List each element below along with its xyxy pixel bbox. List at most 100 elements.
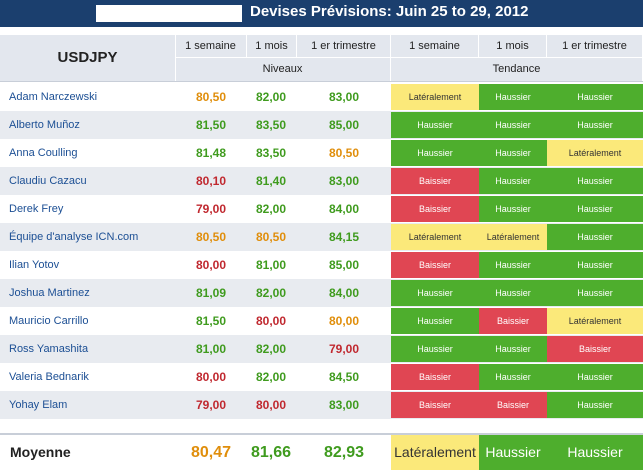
trend-cell: Baissier	[391, 364, 479, 390]
analyst-name[interactable]: Anna Coulling	[9, 147, 78, 159]
analyst-name[interactable]: Ilian Yotov	[9, 259, 60, 271]
trend-cell: Haussier	[479, 252, 547, 278]
table-row: Équipe d'analyse ICN.com 80,50 80,50 84,15 L…	[0, 223, 643, 251]
column-header-levels-week: 1 semaine	[175, 35, 247, 58]
trend-cell: Haussier	[547, 196, 643, 222]
analyst-name[interactable]: Yohay Elam	[9, 399, 68, 411]
level-value: 80,50	[195, 90, 227, 104]
trend-cell: Baissier	[391, 196, 479, 222]
table-row: Joshua Martinez 81,09 82,00 84,00 Haussier Ha…	[0, 279, 643, 307]
trend-cell: Baissier	[479, 308, 547, 334]
level-value: 81,09	[195, 286, 227, 300]
level-value: 80,50	[195, 230, 227, 244]
level-value: 80,00	[195, 370, 227, 384]
analyst-name[interactable]: Joshua Martinez	[9, 287, 90, 299]
trend-cell: Haussier	[547, 252, 643, 278]
level-value: 80,00	[328, 314, 360, 328]
table-row: Derek Frey 79,00 82,00 84,00 Baissier Haussie…	[0, 195, 643, 223]
average-label: Moyenne	[10, 444, 71, 460]
analyst-name[interactable]: Claudiu Cazacu	[9, 175, 87, 187]
analyst-name[interactable]: Valeria Bednarik	[9, 371, 89, 383]
column-header-levels-month: 1 mois	[247, 35, 297, 58]
table-row: Ilian Yotov 80,00 81,00 85,00 Baissier Haussi…	[0, 251, 643, 279]
trend-cell: Baissier	[391, 252, 479, 278]
column-header-trend-week: 1 semaine	[391, 35, 479, 58]
level-value: 84,00	[328, 202, 360, 216]
trend-cell: Latéralement	[547, 308, 643, 334]
level-value: 83,50	[255, 146, 287, 160]
column-header-trend-quarter: 1 er trimestre	[547, 35, 643, 58]
level-value: 82,00	[255, 342, 287, 356]
level-value: 82,00	[255, 370, 287, 384]
table-row: Ross Yamashita 81,00 82,00 79,00 Haussier Hau…	[0, 335, 643, 363]
level-value: 81,40	[255, 174, 287, 188]
analyst-name[interactable]: Mauricio Carrillo	[9, 315, 89, 327]
trend-cell: Haussier	[547, 168, 643, 194]
table-row: Valeria Bednarik 80,00 82,00 84,50 Baissier H…	[0, 363, 643, 391]
table-row: Yohay Elam 79,00 80,00 83,00 Baissier Baissie…	[0, 391, 643, 419]
level-value: 85,00	[328, 258, 360, 272]
level-value: 83,00	[328, 90, 360, 104]
trend-cell: Haussier	[479, 364, 547, 390]
level-value: 81,50	[195, 118, 227, 132]
level-value: 80,50	[328, 146, 360, 160]
group-header-trend: Tendance	[391, 58, 643, 81]
average-trend-week: Latéralement	[391, 435, 479, 470]
trend-cell: Haussier	[391, 336, 479, 362]
trend-cell: Haussier	[547, 112, 643, 138]
level-value: 80,50	[255, 230, 287, 244]
level-value: 82,00	[255, 202, 287, 216]
level-value: 82,00	[255, 286, 287, 300]
trend-cell: Haussier	[547, 224, 643, 250]
analyst-name[interactable]: Alberto Muñoz	[9, 119, 80, 131]
analyst-name[interactable]: Adam Narczewski	[9, 91, 98, 103]
analyst-name[interactable]: Derek Frey	[9, 203, 64, 215]
trend-cell: Haussier	[547, 392, 643, 418]
trend-cell: Baissier	[391, 168, 479, 194]
trend-cell: Haussier	[547, 84, 643, 110]
trend-cell: Haussier	[479, 140, 547, 166]
level-value: 83,50	[255, 118, 287, 132]
level-value: 79,00	[195, 202, 227, 216]
average-trend-month: Haussier	[479, 435, 547, 470]
currency-pair-label: USDJPY	[0, 35, 176, 81]
level-value: 83,00	[328, 174, 360, 188]
trend-cell: Haussier	[479, 196, 547, 222]
trend-cell: Haussier	[479, 280, 547, 306]
level-value: 79,00	[195, 398, 227, 412]
table-row: Adam Narczewski 80,50 82,00 83,00 Latéraleme…	[0, 83, 643, 111]
analyst-name[interactable]: Ross Yamashita	[9, 343, 89, 355]
average-row: Moyenne 80,47 81,66 82,93 Latéralement H…	[0, 433, 643, 470]
average-level-month: 81,66	[250, 444, 292, 461]
level-value: 84,15	[328, 230, 360, 244]
level-value: 85,00	[328, 118, 360, 132]
table-row: Anna Coulling 81,48 83,50 80,50 Haussier Haus…	[0, 139, 643, 167]
level-value: 80,00	[195, 258, 227, 272]
level-value: 81,00	[195, 342, 227, 356]
column-header-levels-quarter: 1 er trimestre	[297, 35, 391, 58]
trend-cell: Haussier	[479, 84, 547, 110]
trend-cell: Latéralement	[479, 224, 547, 250]
table-row: Claudiu Cazacu 80,10 81,40 83,00 Baissier Hau…	[0, 167, 643, 195]
table-header: USDJPY 1 semaine 1 mois 1 er trimestre 1…	[0, 35, 643, 82]
trend-cell: Haussier	[479, 336, 547, 362]
table-row: Alberto Muñoz 81,50 83,50 85,00 Haussier Haus…	[0, 111, 643, 139]
level-value: 81,48	[195, 146, 227, 160]
level-value: 80,00	[255, 314, 287, 328]
trend-cell: Haussier	[547, 280, 643, 306]
level-value: 81,00	[255, 258, 287, 272]
trend-cell: Haussier	[391, 140, 479, 166]
analyst-name[interactable]: Équipe d'analyse ICN.com	[9, 231, 139, 243]
trend-cell: Latéralement	[547, 140, 643, 166]
trend-cell: Baissier	[547, 336, 643, 362]
title-bar: Devises Prévisions: Juin 25 to 29, 2012	[0, 0, 643, 27]
trend-cell: Haussier	[479, 168, 547, 194]
redacted-logo-box	[96, 5, 242, 22]
column-header-trend-month: 1 mois	[479, 35, 547, 58]
group-header-levels: Niveaux	[175, 58, 391, 81]
trend-cell: Haussier	[391, 112, 479, 138]
level-value: 83,00	[328, 398, 360, 412]
level-value: 84,00	[328, 286, 360, 300]
level-value: 80,10	[195, 174, 227, 188]
level-value: 81,50	[195, 314, 227, 328]
